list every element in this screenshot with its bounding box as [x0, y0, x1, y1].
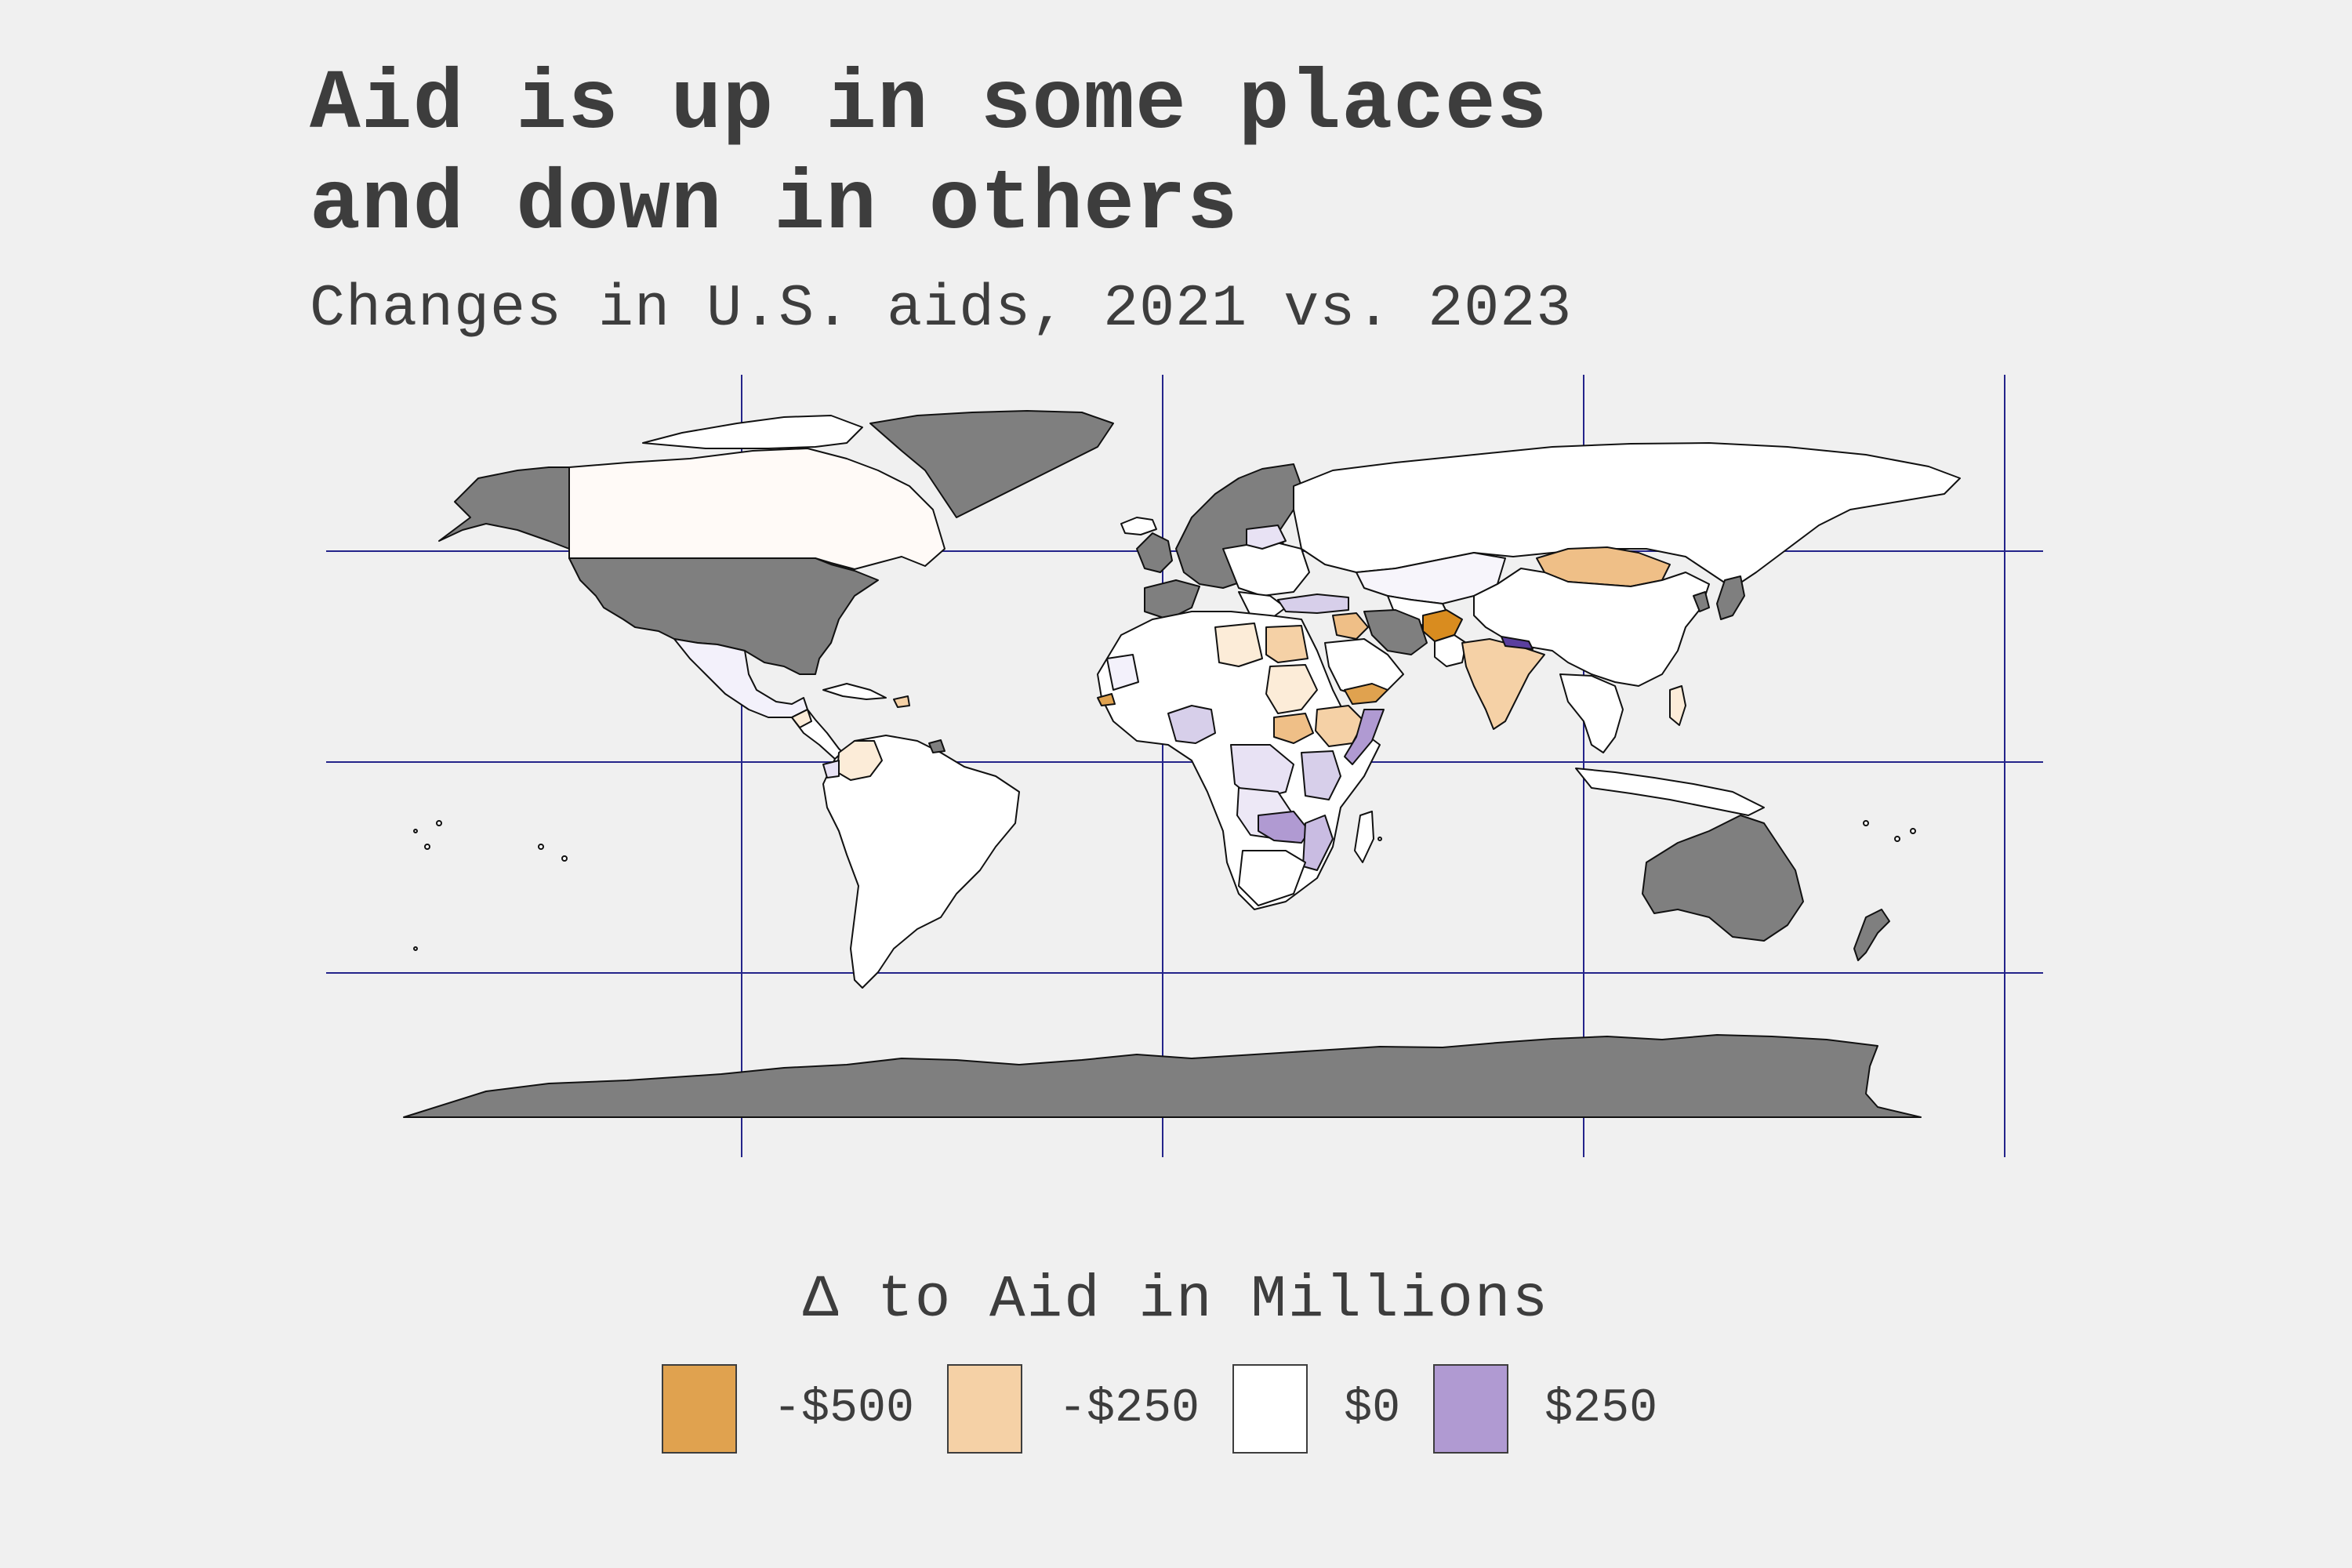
south-sudan	[1273, 713, 1314, 744]
map-subtitle: Changes in U.S. aids, 2021 vs. 2023	[310, 276, 1573, 343]
zambia-malawi	[1258, 811, 1310, 844]
haiti	[893, 695, 910, 708]
legend-item: -$500	[662, 1364, 914, 1454]
legend-swatch	[1232, 1364, 1308, 1454]
island	[538, 844, 544, 850]
legend-label: -$250	[1058, 1382, 1200, 1436]
island	[413, 946, 418, 951]
venezuela-area	[928, 739, 946, 753]
island	[561, 855, 568, 862]
legend-swatch	[662, 1364, 737, 1454]
canada	[568, 448, 946, 570]
madagascar	[1354, 811, 1374, 863]
korea	[1693, 591, 1710, 612]
egypt	[1265, 625, 1308, 663]
pakistan	[1434, 634, 1467, 667]
island	[1863, 820, 1869, 826]
legend: -$500 -$250 $0 $250	[662, 1364, 1690, 1454]
greenland	[869, 410, 1114, 518]
ecuador	[822, 760, 840, 779]
uk-ireland	[1136, 532, 1173, 573]
title-line-2: and down in others	[310, 158, 1239, 253]
islands	[413, 820, 1916, 951]
island	[1910, 828, 1916, 834]
sudan	[1265, 664, 1318, 714]
land	[403, 410, 1961, 1118]
legend-item: $0	[1232, 1364, 1400, 1454]
mexico	[673, 638, 808, 718]
iceland	[1120, 517, 1157, 535]
indonesia	[1575, 768, 1765, 816]
cuba	[822, 683, 887, 700]
southeast-asia	[1559, 673, 1624, 753]
island	[424, 844, 430, 850]
philippines	[1669, 685, 1686, 726]
legend-label: $0	[1344, 1382, 1401, 1436]
map-title: Aid is up in some places and down in oth…	[310, 55, 1548, 256]
title-line-1: Aid is up in some places	[310, 57, 1548, 153]
india	[1461, 638, 1545, 730]
arctic-islands	[642, 415, 863, 449]
legend-swatch	[947, 1364, 1023, 1454]
australia	[1642, 815, 1804, 942]
legend-title: Δ to Aid in Millions	[802, 1266, 1550, 1334]
senegal	[1097, 693, 1116, 706]
mauritania	[1106, 654, 1139, 691]
iraq-syria	[1332, 612, 1369, 640]
central-africa	[1230, 744, 1294, 800]
alaska	[438, 466, 570, 550]
yemen	[1344, 683, 1388, 705]
nigeria	[1167, 705, 1216, 744]
legend-item: $250	[1433, 1364, 1657, 1454]
iberia	[1144, 579, 1200, 620]
guatemala	[791, 709, 812, 728]
somalia	[1344, 709, 1385, 765]
eastern-europe	[1222, 540, 1310, 597]
legend-swatch	[1433, 1364, 1509, 1454]
nepal	[1501, 636, 1534, 650]
tanzania-kenya	[1301, 750, 1341, 800]
south-america	[822, 735, 1020, 989]
legend-label: -$500	[773, 1382, 915, 1436]
legend-item: -$250	[947, 1364, 1200, 1454]
usa	[568, 557, 879, 675]
libya	[1214, 622, 1263, 667]
japan	[1716, 575, 1745, 620]
turkey	[1277, 593, 1349, 614]
iran	[1363, 609, 1428, 655]
southern-africa	[1238, 850, 1306, 906]
legend-label: $250	[1544, 1382, 1658, 1436]
island	[413, 829, 418, 833]
mozambique	[1302, 815, 1334, 871]
island	[1377, 837, 1382, 841]
island	[1894, 836, 1900, 842]
ukraine	[1246, 524, 1287, 550]
antarctica	[403, 1034, 1922, 1118]
new-zealand	[1853, 909, 1890, 961]
island	[436, 820, 442, 826]
balkans	[1238, 591, 1287, 620]
